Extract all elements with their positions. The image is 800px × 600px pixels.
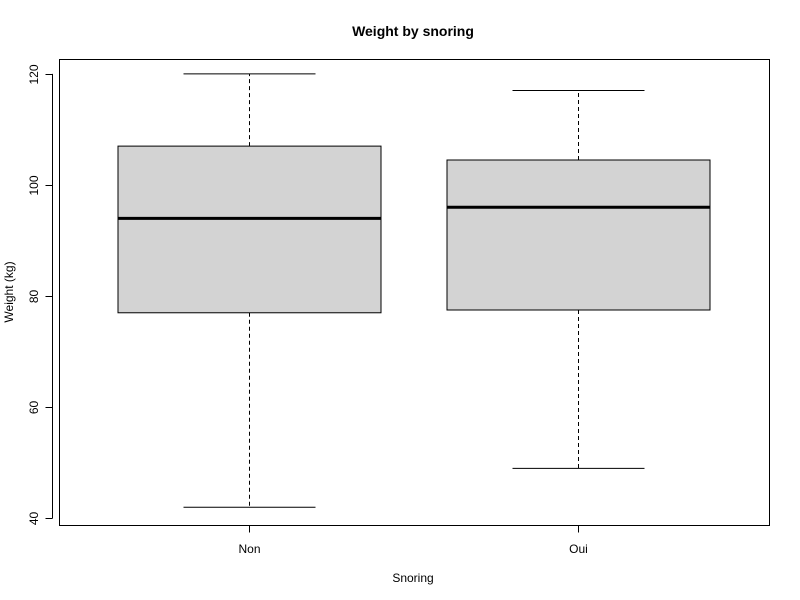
- x-tick-label: Oui: [569, 542, 588, 556]
- boxes-layer: [117, 73, 711, 508]
- y-axis: 40 60 80 100 120: [27, 64, 53, 525]
- y-tick-label: 40: [27, 512, 41, 526]
- y-axis-label: Weight (kg): [2, 261, 16, 322]
- y-tick-label: 60: [27, 401, 41, 415]
- y-tick-label: 80: [27, 290, 41, 304]
- chart-title: Weight by snoring: [352, 23, 474, 39]
- y-tick-label: 120: [27, 64, 41, 84]
- x-axis: Non Oui: [238, 525, 588, 556]
- box-non: [117, 73, 382, 508]
- box-oui: [446, 90, 711, 469]
- iqr-box: [117, 145, 382, 314]
- x-tick-label: Non: [238, 542, 260, 556]
- y-tick-label: 100: [27, 175, 41, 195]
- x-axis-label: Snoring: [392, 571, 433, 585]
- iqr-box: [446, 159, 711, 311]
